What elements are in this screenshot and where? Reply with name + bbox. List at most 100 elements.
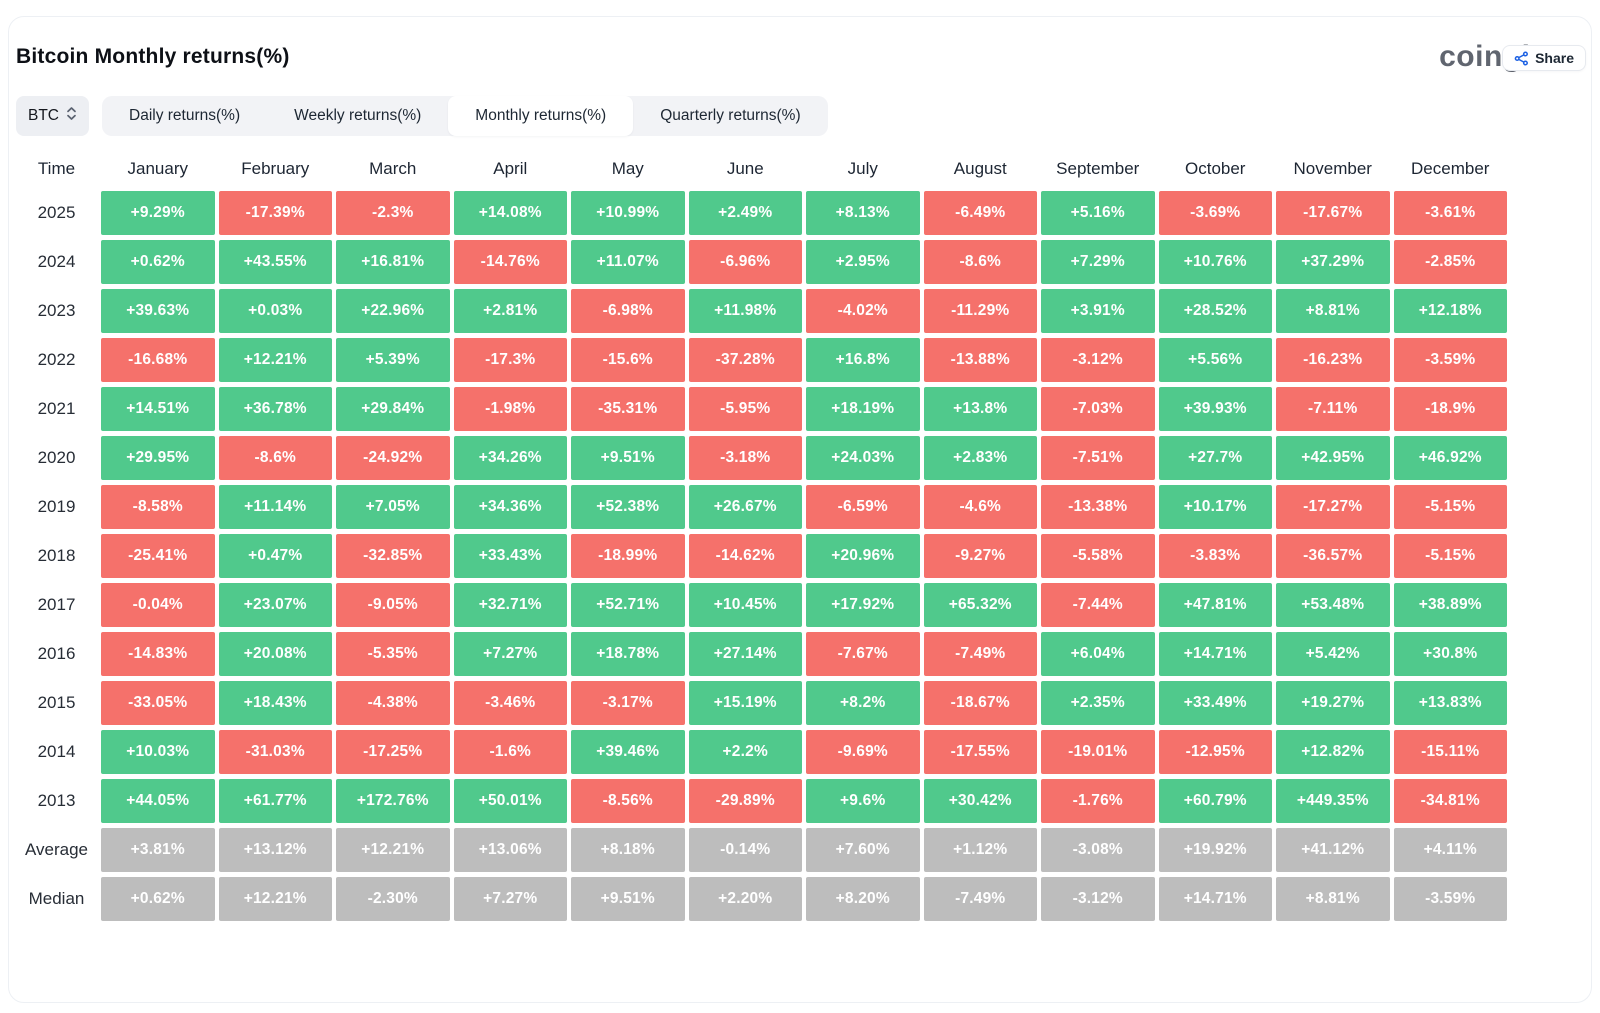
column-header-september: September bbox=[1056, 159, 1140, 178]
cell-2017-august: +65.32% bbox=[923, 583, 1037, 627]
cell-average-december: +4.11% bbox=[1393, 828, 1507, 872]
cell-2023-april: +2.81% bbox=[453, 289, 567, 333]
row-label-2024: 2024 bbox=[37, 252, 76, 271]
cell-2017-september: -7.44% bbox=[1041, 583, 1155, 627]
cell-2025-november: -17.67% bbox=[1276, 191, 1390, 235]
cell-average-august: +1.12% bbox=[923, 828, 1037, 872]
cell-2023-october: +28.52% bbox=[1158, 289, 1272, 333]
cell-2013-february: +61.77% bbox=[218, 779, 332, 823]
cell-2024-february: +43.55% bbox=[218, 240, 332, 284]
cell-2022-july: +16.8% bbox=[806, 338, 920, 382]
cell-2017-march: -9.05% bbox=[336, 583, 450, 627]
cell-2018-august: -9.27% bbox=[923, 534, 1037, 578]
cell-2018-april: +33.43% bbox=[453, 534, 567, 578]
cell-2015-april: -3.46% bbox=[453, 681, 567, 725]
cell-2013-march: +172.76% bbox=[336, 779, 450, 823]
cell-2014-november: +12.82% bbox=[1276, 730, 1390, 774]
column-header-january: January bbox=[127, 159, 188, 178]
cell-2018-march: -32.85% bbox=[336, 534, 450, 578]
page-header: Bitcoin Monthly returns(%) coinglass bbox=[16, 40, 1582, 74]
cell-2019-february: +11.14% bbox=[218, 485, 332, 529]
cell-average-november: +41.12% bbox=[1276, 828, 1390, 872]
cell-2016-july: -7.67% bbox=[806, 632, 920, 676]
cell-2018-june: -14.62% bbox=[688, 534, 802, 578]
cell-2018-january: -25.41% bbox=[101, 534, 215, 578]
tab-quarterly-returns[interactable]: Quarterly returns(%) bbox=[660, 107, 801, 124]
cell-2015-september: +2.35% bbox=[1041, 681, 1155, 725]
share-button[interactable]: Share bbox=[1502, 45, 1586, 71]
cell-2013-september: -1.76% bbox=[1041, 779, 1155, 823]
row-label-2023: 2023 bbox=[37, 301, 76, 320]
cell-2017-october: +47.81% bbox=[1158, 583, 1272, 627]
cell-2018-february: +0.47% bbox=[218, 534, 332, 578]
cell-2020-april: +34.26% bbox=[453, 436, 567, 480]
cell-2024-december: -2.85% bbox=[1393, 240, 1507, 284]
cell-2022-june: -37.28% bbox=[688, 338, 802, 382]
cell-median-june: +2.20% bbox=[688, 877, 802, 921]
cell-2025-august: -6.49% bbox=[923, 191, 1037, 235]
cell-2024-august: -8.6% bbox=[923, 240, 1037, 284]
cell-2014-february: -31.03% bbox=[218, 730, 332, 774]
cell-average-october: +19.92% bbox=[1158, 828, 1272, 872]
row-label-median: Median bbox=[28, 889, 85, 908]
cell-2017-june: +10.45% bbox=[688, 583, 802, 627]
row-label-2018: 2018 bbox=[37, 546, 76, 565]
cell-2017-december: +38.89% bbox=[1393, 583, 1507, 627]
coin-selector[interactable]: BTC bbox=[16, 96, 89, 136]
row-label-2020: 2020 bbox=[37, 448, 76, 467]
cell-2016-june: +27.14% bbox=[688, 632, 802, 676]
cell-average-june: -0.14% bbox=[688, 828, 802, 872]
cell-2022-october: +5.56% bbox=[1158, 338, 1272, 382]
cell-2020-november: +42.95% bbox=[1276, 436, 1390, 480]
cell-2016-january: -14.83% bbox=[101, 632, 215, 676]
cell-average-september: -3.08% bbox=[1041, 828, 1155, 872]
cell-2024-june: -6.96% bbox=[688, 240, 802, 284]
cell-2024-september: +7.29% bbox=[1041, 240, 1155, 284]
tab-daily-returns[interactable]: Daily returns(%) bbox=[129, 107, 241, 124]
cell-2019-april: +34.36% bbox=[453, 485, 567, 529]
cell-2020-october: +27.7% bbox=[1158, 436, 1272, 480]
cell-2013-july: +9.6% bbox=[806, 779, 920, 823]
column-header-july: July bbox=[847, 159, 878, 178]
cell-2025-june: +2.49% bbox=[688, 191, 802, 235]
row-label-2013: 2013 bbox=[37, 791, 76, 810]
cell-2021-august: +13.8% bbox=[923, 387, 1037, 431]
cell-median-january: +0.62% bbox=[101, 877, 215, 921]
cell-2021-may: -35.31% bbox=[571, 387, 685, 431]
cell-median-october: +14.71% bbox=[1158, 877, 1272, 921]
cell-average-february: +13.12% bbox=[218, 828, 332, 872]
cell-median-march: -2.30% bbox=[336, 877, 450, 921]
tab-monthly-returns[interactable]: Monthly returns(%) bbox=[448, 96, 634, 136]
cell-2022-march: +5.39% bbox=[336, 338, 450, 382]
cell-2015-march: -4.38% bbox=[336, 681, 450, 725]
cell-2023-december: +12.18% bbox=[1393, 289, 1507, 333]
row-label-2016: 2016 bbox=[37, 644, 76, 663]
cell-2013-may: -8.56% bbox=[571, 779, 685, 823]
cell-2023-august: -11.29% bbox=[923, 289, 1037, 333]
cell-2014-april: -1.6% bbox=[453, 730, 567, 774]
tab-weekly-returns[interactable]: Weekly returns(%) bbox=[294, 107, 422, 124]
cell-2016-april: +7.27% bbox=[453, 632, 567, 676]
cell-2019-january: -8.58% bbox=[101, 485, 215, 529]
cell-2025-september: +5.16% bbox=[1041, 191, 1155, 235]
cell-2023-january: +39.63% bbox=[101, 289, 215, 333]
cell-2020-july: +24.03% bbox=[806, 436, 920, 480]
cell-median-february: +12.21% bbox=[218, 877, 332, 921]
cell-2017-february: +23.07% bbox=[218, 583, 332, 627]
cell-median-april: +7.27% bbox=[453, 877, 567, 921]
column-header-august: August bbox=[953, 159, 1007, 178]
cell-median-august: -7.49% bbox=[923, 877, 1037, 921]
cell-2021-january: +14.51% bbox=[101, 387, 215, 431]
row-label-2017: 2017 bbox=[37, 595, 76, 614]
cell-2019-november: -17.27% bbox=[1276, 485, 1390, 529]
cell-2014-january: +10.03% bbox=[101, 730, 215, 774]
cell-median-november: +8.81% bbox=[1276, 877, 1390, 921]
column-header-june: June bbox=[726, 159, 764, 178]
cell-2021-december: -18.9% bbox=[1393, 387, 1507, 431]
cell-2024-may: +11.07% bbox=[571, 240, 685, 284]
cell-2015-october: +33.49% bbox=[1158, 681, 1272, 725]
chevron-up-down-icon bbox=[66, 106, 77, 126]
cell-2024-april: -14.76% bbox=[453, 240, 567, 284]
cell-2018-december: -5.15% bbox=[1393, 534, 1507, 578]
cell-2019-may: +52.38% bbox=[571, 485, 685, 529]
